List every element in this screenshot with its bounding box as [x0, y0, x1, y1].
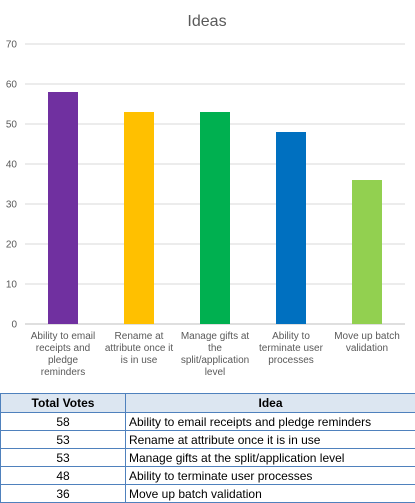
- x-category-label-line: Ability to email: [25, 331, 101, 343]
- x-category-label-line: is in use: [101, 355, 177, 367]
- bar: [48, 92, 78, 324]
- x-category-label-line: reminders: [25, 367, 101, 379]
- header-total-votes: Total Votes: [1, 394, 126, 413]
- y-tick-label: 30: [6, 200, 18, 211]
- bar: [352, 180, 382, 324]
- bar: [200, 112, 230, 324]
- x-category-label-line: terminate user: [253, 343, 329, 355]
- x-category-label-line: pledge: [25, 355, 101, 367]
- votes-cell: 48: [1, 467, 126, 485]
- idea-cell: Ability to terminate user processes: [126, 467, 415, 485]
- table-row: 53 Manage gifts at the split/application…: [1, 449, 415, 467]
- table-header-row: Total Votes Idea: [1, 394, 415, 413]
- x-category-label-line: Manage gifts at: [177, 331, 253, 343]
- votes-cell: 53: [1, 449, 126, 467]
- y-tick-label: 0: [11, 320, 17, 331]
- chart-title: Ideas: [187, 13, 226, 30]
- table-row: 58 Ability to email receipts and pledge …: [1, 413, 415, 431]
- bar: [124, 112, 154, 324]
- votes-table: Total Votes Idea 58 Ability to email rec…: [0, 393, 415, 503]
- table-row: 53 Rename at attribute once it is in use: [1, 431, 415, 449]
- x-category-label-line: split/application: [177, 355, 253, 367]
- bar: [276, 132, 306, 324]
- bar-chart: Ideas 0 10 20 30 40 50 60 70: [0, 0, 415, 388]
- y-tick-label: 50: [6, 120, 18, 131]
- y-tick-label: 60: [6, 80, 18, 91]
- idea-cell: Manage gifts at the split/application le…: [126, 449, 415, 467]
- table-row: 48 Ability to terminate user processes: [1, 467, 415, 485]
- votes-cell: 53: [1, 431, 126, 449]
- x-category-label-line: validation: [329, 343, 405, 355]
- y-tick-label: 10: [6, 280, 18, 291]
- header-idea: Idea: [126, 394, 415, 413]
- votes-cell: 58: [1, 413, 126, 431]
- x-category-label-line: receipts and: [25, 343, 101, 355]
- x-category-label-line: processes: [253, 355, 329, 367]
- x-category-label-line: Move up batch: [329, 331, 405, 343]
- votes-table-area: Total Votes Idea 58 Ability to email rec…: [0, 393, 415, 503]
- x-category-label-line: Rename at: [101, 331, 177, 343]
- idea-cell: Ability to email receipts and pledge rem…: [126, 413, 415, 431]
- idea-cell: Rename at attribute once it is in use: [126, 431, 415, 449]
- x-category-label-line: Ability to: [253, 331, 329, 343]
- y-tick-label: 40: [6, 160, 18, 171]
- y-axis-ticks: 0 10 20 30 40 50 60 70: [6, 40, 18, 331]
- x-category-label-line: attribute once it: [101, 343, 177, 355]
- y-tick-label: 70: [6, 40, 18, 51]
- bars: [48, 92, 382, 324]
- x-category-label-line: level: [177, 367, 253, 379]
- x-category-label-line: the: [177, 343, 253, 355]
- y-tick-label: 20: [6, 240, 18, 251]
